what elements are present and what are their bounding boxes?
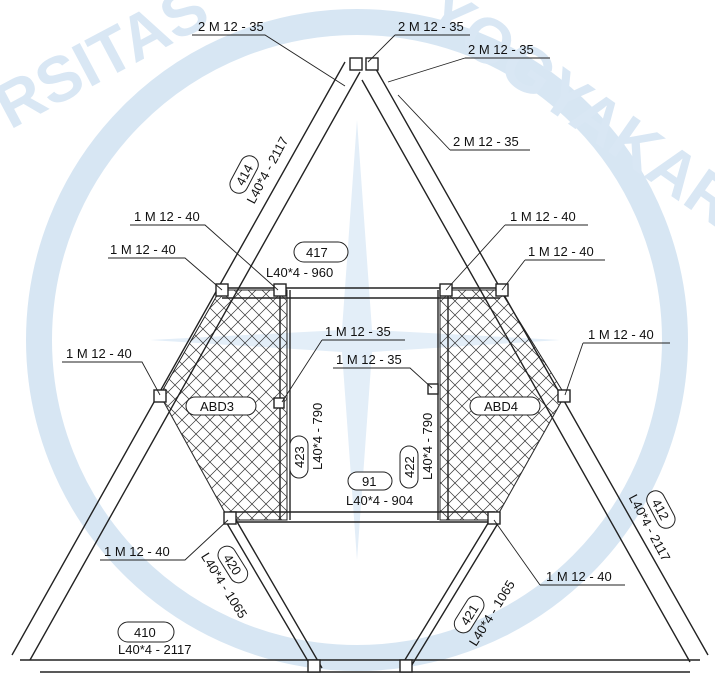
bolt-label: 1 M 12 - 40	[588, 327, 654, 342]
member-section: L40*4 - 790	[310, 403, 325, 470]
member-414	[11, 61, 361, 661]
member-420	[224, 519, 323, 669]
plate	[307, 659, 321, 673]
bolt-label: 1 M 12 - 40	[66, 346, 132, 361]
plate	[365, 57, 379, 71]
leader	[192, 34, 346, 87]
watermark-ring	[26, 9, 688, 671]
panel-label: ABD3	[200, 399, 234, 414]
bolt-label: 1 M 12 - 35	[336, 352, 402, 367]
bolt-label: 1 M 12 - 40	[528, 244, 594, 259]
member-section: L40*4 - 2117	[118, 642, 192, 657]
bolt-label: 1 M 12 - 40	[134, 209, 200, 224]
plate	[399, 659, 413, 673]
member-section: L40*4 - 960	[266, 265, 333, 280]
tag-abd3	[185, 396, 257, 416]
member-410	[20, 659, 700, 673]
member-mark: 417	[306, 245, 328, 260]
member-section: L40*4 - 790	[420, 413, 435, 480]
plate	[153, 389, 167, 403]
leader	[493, 519, 625, 586]
panel-label: ABD4	[484, 399, 518, 414]
plate	[427, 383, 439, 395]
tag-91: 91 L40*4 - 904	[346, 471, 413, 508]
member-91	[229, 511, 495, 523]
tag-414: 414 L40*4 - 2117	[229, 134, 291, 206]
bolt-label: 1 M 12 - 40	[110, 242, 176, 257]
plate	[273, 283, 287, 297]
tag-abd4	[469, 396, 541, 416]
leader	[397, 94, 530, 151]
leader	[62, 361, 161, 396]
tag-410: 410 L40*4 - 2117	[117, 621, 192, 657]
leader	[281, 339, 405, 403]
leader	[501, 259, 605, 291]
member-422	[437, 290, 449, 520]
leader	[564, 342, 670, 396]
tag-423: 423 L40*4 - 790	[289, 403, 325, 479]
member-mark: 91	[362, 474, 376, 489]
leader	[333, 367, 433, 389]
leader	[367, 34, 470, 63]
bolt-label: 1 M 12 - 40	[510, 209, 576, 224]
panel-edges	[159, 394, 566, 521]
bolt-label: 1 M 12 - 40	[546, 569, 612, 584]
member-mark: 423	[292, 446, 307, 468]
tag-417: 417 L40*4 - 960	[266, 241, 349, 280]
member-412	[361, 61, 709, 663]
plate	[487, 511, 501, 525]
connection-plates	[153, 57, 571, 673]
truss-members	[11, 61, 709, 673]
leader	[100, 519, 229, 561]
panel-tags: ABD3 ABD4	[185, 396, 541, 416]
member-mark: 410	[134, 625, 156, 640]
tag-412: 412 L40*4 - 2117	[626, 490, 676, 564]
member-mark: 422	[402, 456, 417, 478]
bolt-label: 1 M 12 - 40	[104, 544, 170, 559]
plate	[557, 389, 571, 403]
bolt-label: 2 M 12 - 35	[468, 42, 534, 57]
bolt-label: 2 M 12 - 35	[453, 134, 519, 149]
leader-lines	[62, 34, 670, 586]
member-section: L40*4 - 904	[346, 493, 413, 508]
leader	[108, 257, 223, 291]
tag-422: 422 L40*4 - 790	[399, 413, 435, 489]
member-421	[399, 519, 501, 669]
plate	[349, 57, 363, 71]
plate	[273, 397, 285, 409]
leader	[445, 224, 588, 291]
member-417	[220, 287, 502, 299]
leader	[387, 57, 550, 83]
bolt-label: 2 M 12 - 35	[198, 19, 264, 34]
bolt-labels: 2 M 12 - 35 2 M 12 - 35 2 M 12 - 35 2 M …	[66, 19, 654, 584]
leader	[130, 224, 279, 291]
bolt-label: 2 M 12 - 35	[398, 19, 464, 34]
bolt-label: 1 M 12 - 35	[325, 324, 391, 339]
